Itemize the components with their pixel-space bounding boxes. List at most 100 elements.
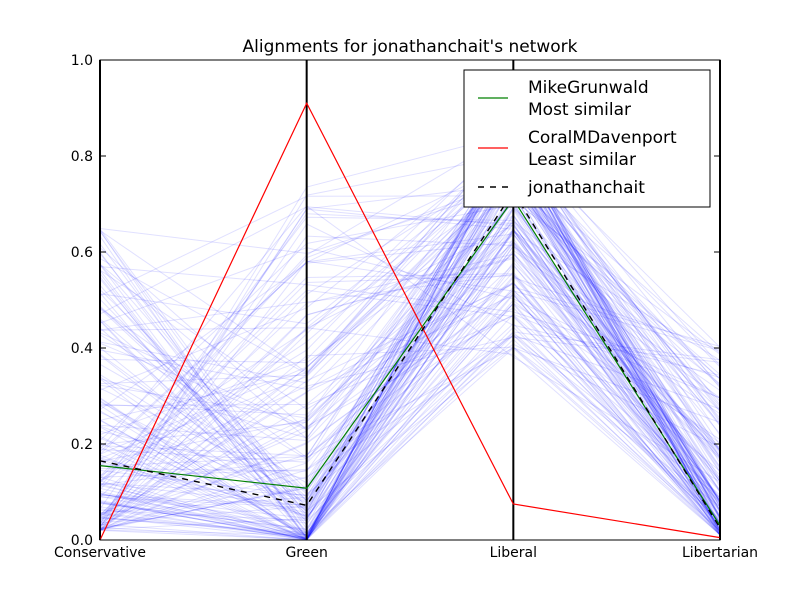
network-line: [99, 343, 721, 531]
network-line: [99, 155, 721, 530]
network-lines: [99, 131, 721, 541]
network-line: [99, 251, 721, 531]
network-line: [99, 148, 721, 525]
legend-label-least-similar-note: Least similar: [528, 150, 636, 170]
network-line: [99, 229, 721, 539]
x-label-libertarian: Libertarian: [682, 545, 758, 561]
network-line: [99, 331, 721, 522]
legend-label-least-similar-name: CoralMDavenport: [528, 128, 677, 148]
network-line: [99, 157, 721, 531]
network-line: [99, 326, 721, 538]
network-line: [99, 162, 721, 532]
network-line: [99, 214, 721, 541]
network-line: [99, 172, 721, 504]
network-line: [99, 172, 721, 541]
network-line: [99, 167, 721, 528]
legend: MikeGrunwald Most similar CoralMDavenpor…: [463, 69, 711, 208]
network-line: [99, 131, 721, 535]
network-line: [99, 293, 721, 540]
network-line: [99, 281, 721, 535]
network-line: [99, 293, 721, 536]
network-line: [99, 139, 721, 539]
network-line: [99, 269, 721, 503]
network-line: [99, 222, 721, 520]
network-line: [99, 232, 721, 530]
network-line: [99, 178, 721, 531]
network-line: [99, 139, 721, 539]
legend-label-user: jonathanchait: [527, 178, 645, 198]
network-line: [99, 166, 721, 473]
network-line: [99, 149, 721, 519]
network-line: [99, 179, 721, 511]
network-line: [99, 183, 721, 522]
network-line: [99, 273, 721, 527]
network-line: [99, 213, 721, 536]
network-line: [99, 178, 721, 530]
network-line: [99, 183, 721, 466]
network-line: [99, 327, 721, 536]
network-line: [99, 132, 721, 513]
network-line: [99, 195, 721, 511]
network-line: [99, 302, 721, 539]
plot-frame: [99, 59, 721, 541]
network-line: [99, 131, 721, 528]
network-line: [99, 299, 721, 535]
network-line: [99, 136, 721, 480]
network-line: [99, 139, 721, 526]
network-line: [99, 240, 721, 541]
network-line: [99, 247, 721, 399]
network-line: [99, 139, 721, 539]
network-line: [99, 175, 721, 536]
network-line: [99, 166, 721, 541]
network-line: [99, 266, 721, 379]
network-line: [99, 228, 721, 492]
y-tick-label: 0.6: [71, 245, 93, 261]
network-line: [99, 206, 721, 485]
network-line: [99, 244, 721, 541]
legend-label-most-similar-name: MikeGrunwald: [528, 78, 649, 98]
network-line: [99, 230, 721, 540]
network-line: [99, 338, 721, 541]
network-line: [99, 145, 721, 534]
network-line: [99, 288, 721, 532]
x-axis-labels: Conservative Green Liberal Libertarian: [54, 545, 758, 561]
network-line: [99, 303, 721, 536]
network-line: [99, 199, 721, 502]
network-line: [99, 131, 721, 531]
network-line: [99, 276, 721, 534]
network-line: [99, 131, 721, 506]
network-line: [99, 313, 721, 541]
network-line: [99, 161, 721, 505]
network-line: [99, 314, 721, 527]
network-line: [99, 228, 721, 541]
network-line: [99, 334, 721, 536]
network-line: [99, 147, 721, 514]
network-line: [99, 188, 721, 541]
network-line: [99, 133, 721, 541]
network-line: [99, 275, 721, 490]
x-label-green: Green: [285, 545, 327, 561]
network-line: [99, 242, 721, 531]
y-tick-label: 0.0: [71, 533, 93, 549]
network-line: [99, 214, 721, 491]
network-line: [99, 213, 721, 534]
network-line: [99, 183, 721, 537]
network-line: [99, 235, 721, 525]
network-line: [99, 307, 721, 523]
network-line: [99, 164, 721, 540]
network-line: [99, 162, 721, 520]
network-line: [99, 202, 721, 513]
network-line: [99, 140, 721, 536]
network-line: [99, 177, 721, 502]
network-line: [99, 273, 721, 522]
network-line: [99, 220, 721, 442]
network-line: [99, 170, 721, 507]
network-line: [99, 229, 721, 531]
network-line: [99, 223, 721, 528]
y-axis-ticks: 0.0 0.2 0.4 0.6 0.8 1.0: [71, 53, 720, 549]
highlighted-series: [99, 101, 721, 541]
network-line: [99, 334, 721, 536]
network-line: [99, 175, 721, 526]
network-line: [99, 221, 721, 462]
